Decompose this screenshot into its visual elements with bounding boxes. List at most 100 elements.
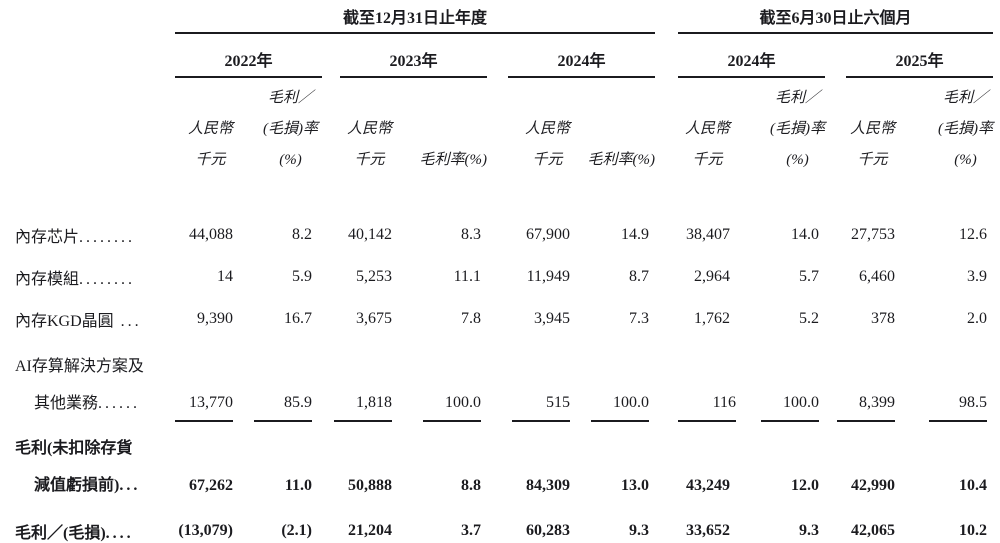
group-gap (655, 2, 678, 33)
cell-value: 7.3 (629, 310, 650, 327)
cell-value: 11.0 (284, 477, 312, 494)
cell-value: 98.5 (895, 340, 993, 422)
cell-value: 10.2 (959, 522, 988, 539)
cell-value: 21,204 (348, 522, 392, 539)
row-label: 內存KGD晶圓 ... (15, 313, 142, 330)
subhead-margin-2024: 毛利率(%) (587, 152, 656, 168)
cell-value: 44,088 (189, 226, 233, 243)
dot-leader: ........ (79, 229, 136, 246)
year-2024: 2024年 (487, 33, 656, 78)
subheader-row: 人民幣 千元 毛利／ (毛損)率 (%) 人民幣 千元 毛利率(%) 人民幣 千… (15, 78, 993, 178)
cell-value: 43,249 (686, 477, 731, 494)
cell-value: 85.9 (233, 340, 318, 422)
dot-leader: ... (119, 477, 141, 494)
cell-value: 11,949 (526, 268, 570, 285)
cell-value: 38,407 (686, 226, 731, 243)
cell-value: 13.0 (621, 477, 650, 494)
cell-value: 3,945 (534, 310, 570, 327)
cell-value: 8.8 (461, 477, 481, 494)
subhead-rmb-2025: 人民幣 千元 (850, 121, 896, 168)
cell-value: 1,818 (318, 340, 392, 422)
year-2024-6m: 2024年 (678, 33, 826, 78)
subhead-rmb-2022: 人民幣 千元 (187, 121, 233, 168)
subhead-rmb-2024: 人民幣 千元 (524, 121, 570, 168)
cell-value: 42,990 (851, 477, 896, 494)
table-row-memory-modules: 內存模組........ 14 5.9 5,253 11.1 11,949 8.… (15, 256, 993, 298)
row-label: 內存模組........ (15, 271, 136, 288)
cell-value: 8.7 (629, 268, 650, 285)
table-row-ai-solutions-other: AI存算解決方案及 其他業務...... 13,770 85.9 1,818 1… (15, 340, 993, 422)
cell-value: 50,888 (348, 477, 392, 494)
cell-value: 9.3 (799, 522, 820, 539)
subhead-margin-2025: 毛利／ (毛損)率 (%) (938, 90, 994, 168)
cell-value: 8.2 (292, 226, 312, 243)
year-row: 2022年 2023年 2024年 2024年 2025年 (15, 33, 994, 78)
subhead-margin-2023: 毛利率(%) (419, 152, 488, 168)
cell-value: 515 (487, 340, 570, 422)
cell-value: 60,283 (526, 522, 570, 539)
cell-value: 42,065 (851, 522, 896, 539)
header-body-gap (15, 178, 993, 214)
cell-value: 8.3 (461, 226, 481, 243)
cell-value: 10.4 (959, 477, 988, 494)
year-2025-6m: 2025年 (825, 33, 994, 78)
row-label: 毛利／(毛損).... (15, 525, 134, 542)
row-label: 內存芯片........ (15, 229, 136, 246)
table-row-gross-profit-before-impairment: 毛利(未扣除存貨 減值虧損前)... 67,262 11.0 50,888 8.… (15, 422, 993, 504)
cell-value: (2.1) (281, 522, 312, 539)
year-2023: 2023年 (318, 33, 487, 78)
period-group-row: 截至12月31日止年度 截至6月30日止六個月 (15, 2, 994, 34)
cell-value: 3.9 (967, 268, 988, 285)
dot-leader: ........ (79, 271, 136, 288)
cell-value: 378 (871, 310, 896, 327)
cell-value: 100.0 (392, 340, 487, 422)
cell-value: 9,390 (197, 310, 233, 327)
subhead-margin-2024-6m: 毛利／ (毛損)率 (%) (770, 90, 826, 168)
cell-value: 100.0 (570, 340, 655, 422)
cell-value: 14.0 (791, 226, 820, 243)
cell-value: 5.2 (799, 310, 820, 327)
cell-value: 7.8 (461, 310, 481, 327)
cell-value: 67,900 (526, 226, 570, 243)
row-label: AI存算解決方案及 其他業務...... (15, 358, 144, 412)
cell-value: 13,770 (175, 340, 233, 422)
dot-leader: .... (105, 525, 134, 542)
cell-value: 1,762 (694, 310, 731, 327)
cell-value: 8,399 (825, 340, 896, 422)
subhead-margin-2022: 毛利／ (毛損)率 (%) (263, 90, 318, 168)
cell-value: 67,262 (189, 477, 233, 494)
cell-value: 27,753 (851, 226, 896, 243)
cell-value: 9.3 (629, 522, 650, 539)
year-2022: 2022年 (175, 33, 322, 78)
cell-value: 2,964 (694, 268, 731, 285)
period-group-sixmonths: 截至6月30日止六個月 (678, 2, 994, 34)
dot-leader: ...... (98, 395, 141, 412)
dot-leader: ... (113, 313, 142, 330)
financial-table: 截至12月31日止年度 截至6月30日止六個月 2022年 2023年 2024… (15, 2, 994, 543)
cell-value: 12.0 (791, 477, 820, 494)
cell-value: 11.1 (453, 268, 481, 285)
cell-value: 100.0 (730, 340, 825, 422)
cell-value: 3.7 (461, 522, 481, 539)
subhead-rmb-2024-6m: 人民幣 千元 (685, 121, 731, 168)
cell-value: 33,652 (686, 522, 731, 539)
table-row-gross-profit-loss: 毛利／(毛損).... (13,079) (2.1) 21,204 3.7 60… (15, 504, 993, 543)
cell-value: 2.0 (967, 310, 988, 327)
cell-value: 16.7 (284, 310, 312, 327)
cell-value: 3,675 (356, 310, 392, 327)
cell-value: 84,309 (526, 477, 570, 494)
row-label: 毛利(未扣除存貨 減值虧損前)... (15, 440, 141, 494)
cell-value: 5.7 (799, 268, 820, 285)
cell-value: 12.6 (959, 226, 988, 243)
cell-value: 14 (217, 268, 233, 285)
cell-value: 6,460 (859, 268, 896, 285)
cell-value: 5,253 (356, 268, 392, 285)
table-row-memory-kgd-wafers: 內存KGD晶圓 ... 9,390 16.7 3,675 7.8 3,945 7… (15, 298, 993, 340)
empty-corner (15, 2, 175, 33)
subhead-rmb-2023: 人民幣 千元 (346, 121, 392, 168)
cell-value: (13,079) (178, 522, 233, 539)
cell-value: 116 (678, 340, 737, 422)
table-row-memory-chips: 內存芯片........ 44,088 8.2 40,142 8.3 67,90… (15, 214, 993, 256)
cell-value: 40,142 (348, 226, 392, 243)
cell-value: 14.9 (621, 226, 650, 243)
